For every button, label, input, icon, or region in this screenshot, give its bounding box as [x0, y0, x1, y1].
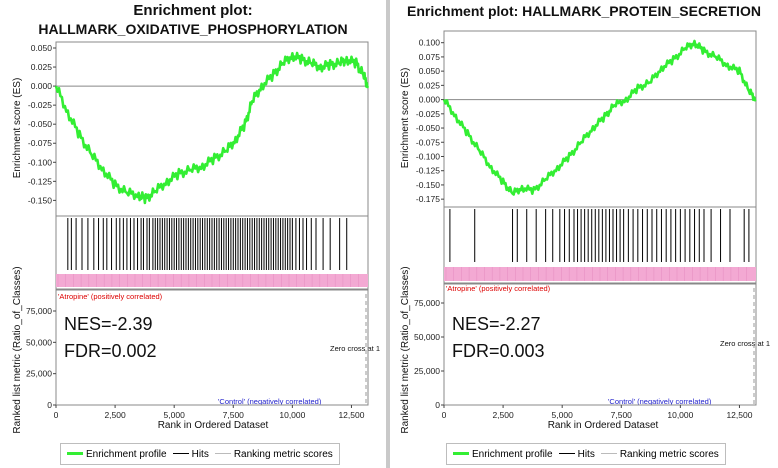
chart-title-line1: Enrichment plot:: [133, 2, 253, 19]
metric-axis-label: Ranked list metric (Ratio_of_Classes): [400, 266, 411, 433]
x-tick-label: 0: [54, 410, 59, 420]
metric-plot-frame: [55, 289, 369, 406]
x-tick-label: 5,000: [164, 410, 186, 420]
metric-y-tick-label: 0: [47, 400, 52, 410]
x-tick-label: 10,000: [667, 410, 693, 420]
es-y-tick-label: -0.175: [416, 194, 440, 204]
es-y-tick-label: 0.050: [419, 66, 441, 76]
nes-value: NES=-2.39: [64, 314, 153, 334]
zero-cross-label: Zero cross at 1: [330, 344, 380, 353]
metric-y-tick-label: 75,000: [26, 306, 52, 316]
hits-frame: [443, 206, 757, 284]
metric-y-tick-label: 50,000: [414, 332, 440, 342]
es-y-tick-label: -0.050: [28, 119, 52, 129]
gray-line-icon: [600, 453, 617, 455]
panel-divider: [386, 0, 390, 468]
x-tick-label: 2,500: [104, 410, 126, 420]
es-y-tick-label: -0.075: [416, 137, 440, 147]
legend: Enrichment profile Hits Ranking metric s…: [446, 443, 726, 465]
x-tick-label: 5,000: [552, 410, 574, 420]
legend-item-ranking: Ranking metric scores: [600, 449, 719, 460]
x-tick-label: 0: [442, 410, 447, 420]
nes-value: NES=-2.27: [452, 314, 541, 334]
x-tick-label: 2,500: [492, 410, 514, 420]
zero-cross-label: Zero cross at 1: [720, 339, 770, 348]
es-y-tick-label: -0.100: [28, 157, 52, 167]
es-y-tick-label: 0.050: [31, 43, 53, 53]
es-y-tick-label: -0.125: [416, 166, 440, 176]
green-line-icon: [453, 452, 469, 456]
metric-y-tick-label: 25,000: [26, 369, 52, 379]
black-line-icon: [558, 453, 575, 455]
es-y-tick-label: 0.075: [419, 52, 441, 62]
es-y-tick-label: 0.000: [31, 81, 53, 91]
black-line-icon: [172, 453, 189, 455]
metric-y-tick-label: 0: [435, 400, 440, 410]
enrichment-profile-line: [54, 51, 370, 205]
green-line-icon: [67, 452, 83, 456]
es-y-tick-label: -0.075: [28, 138, 52, 148]
es-y-tick-label: 0.025: [31, 62, 53, 72]
metric-y-tick-label: 50,000: [26, 337, 52, 347]
es-y-tick-label: -0.025: [416, 109, 440, 119]
enrichment-profile-line: [442, 39, 757, 196]
negative-label: 'Control' (negatively correlated): [608, 397, 712, 406]
metric-axis-label: Ranked list metric (Ratio_of_Classes): [12, 266, 23, 433]
es-y-tick-label: -0.150: [416, 180, 440, 190]
chart-title-line2: HALLMARK_OXIDATIVE_PHOSPHORYLATION: [38, 21, 348, 37]
metric-y-tick-label: 25,000: [414, 366, 440, 376]
gray-line-icon: [214, 453, 231, 455]
positive-label: 'Atropine' (positively correlated): [446, 284, 551, 293]
metric-y-tick-label: 75,000: [414, 298, 440, 308]
metric-plot-frame: [443, 283, 757, 406]
enrichment-panel-left: Enrichment plot: HALLMARK_OXIDATIVE_PHOS…: [0, 0, 386, 468]
es-y-tick-label: 0.000: [419, 95, 441, 105]
legend: Enrichment profile Hits Ranking metric s…: [60, 443, 340, 465]
x-axis-label: Rank in Ordered Dataset: [158, 420, 269, 431]
es-y-tick-label: -0.150: [28, 195, 52, 205]
es-y-tick-label: -0.050: [416, 123, 440, 133]
x-axis-label: Rank in Ordered Dataset: [548, 420, 659, 431]
legend-item-hits: Hits: [558, 449, 595, 460]
es-y-tick-label: 0.100: [419, 38, 441, 48]
es-y-tick-label: 0.025: [419, 80, 441, 90]
legend-item-profile: Enrichment profile: [453, 449, 553, 460]
legend-item-ranking: Ranking metric scores: [214, 449, 333, 460]
negative-label: 'Control' (negatively correlated): [218, 397, 322, 406]
x-tick-label: 7,500: [223, 410, 245, 420]
x-tick-label: 12,500: [726, 410, 752, 420]
es-y-tick-label: -0.100: [416, 151, 440, 161]
es-axis-label: Enrichment score (ES): [12, 78, 23, 179]
positive-label: 'Atropine' (positively correlated): [58, 292, 163, 301]
hits-frame: [55, 215, 369, 290]
enrichment-plot-right: Enrichment score (ES) Ranked list metric…: [400, 30, 770, 434]
x-tick-label: 12,500: [338, 410, 364, 420]
legend-item-hits: Hits: [172, 449, 209, 460]
x-tick-label: 10,000: [279, 410, 305, 420]
legend-item-profile: Enrichment profile: [67, 449, 167, 460]
enrichment-plot-left: Enrichment score (ES) Ranked list metric…: [12, 41, 380, 434]
fdr-value: FDR=0.002: [64, 341, 157, 361]
fdr-value: FDR=0.003: [452, 341, 545, 361]
es-y-tick-label: -0.125: [28, 176, 52, 186]
es-y-tick-label: -0.025: [28, 100, 52, 110]
enrichment-panel-right: Enrichment plot: HALLMARK_PROTEIN_SECRET…: [390, 0, 778, 468]
x-tick-label: 7,500: [611, 410, 633, 420]
es-axis-label: Enrichment score (ES): [400, 68, 411, 169]
chart-title-line1: Enrichment plot: HALLMARK_PROTEIN_SECRET…: [407, 3, 761, 19]
